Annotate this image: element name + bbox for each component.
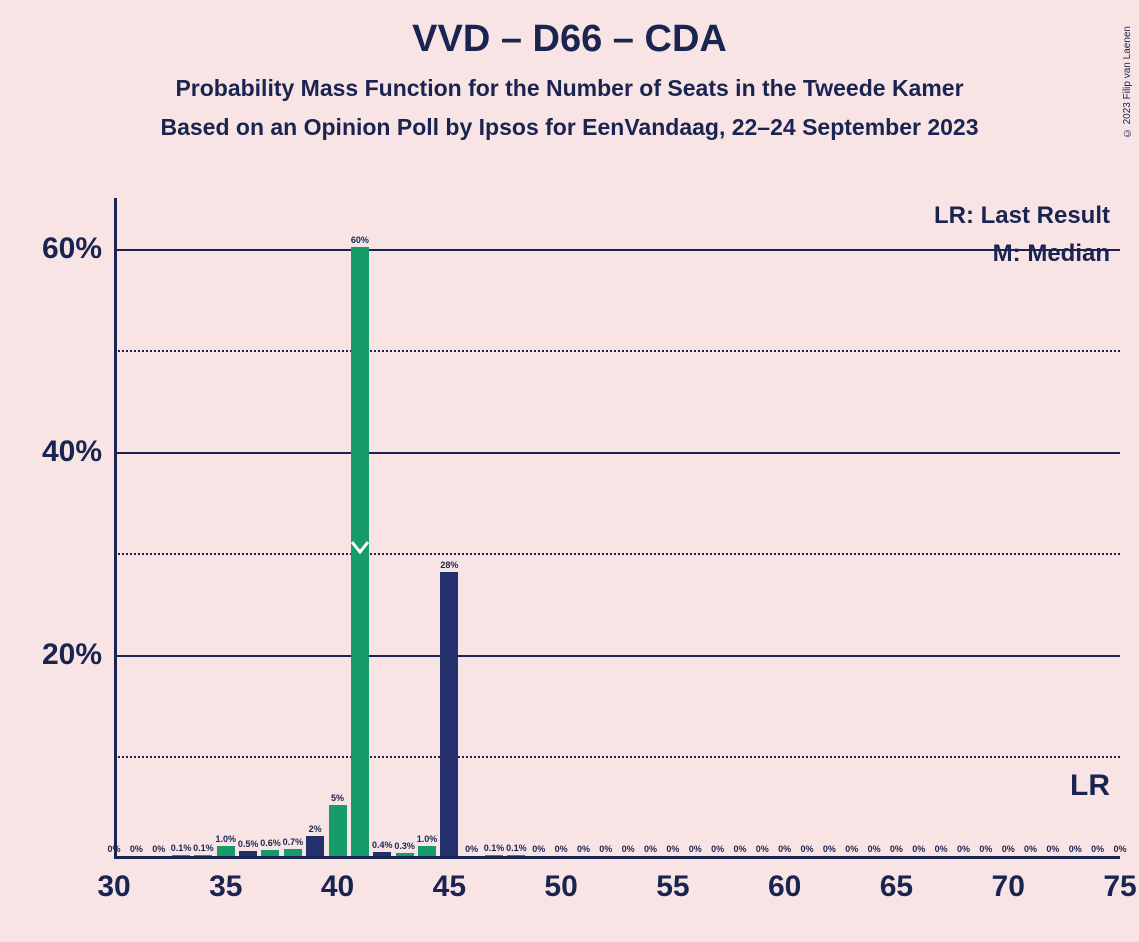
bar-value-label: 0% xyxy=(756,844,769,854)
bar xyxy=(194,855,212,856)
bar-value-label: 0% xyxy=(957,844,970,854)
bar-value-label: 0.1% xyxy=(484,843,505,853)
copyright-text: © 2023 Filip van Laenen xyxy=(1122,26,1133,138)
x-tick-label: 35 xyxy=(209,870,242,904)
bar xyxy=(440,572,458,856)
y-tick-label: 40% xyxy=(12,435,102,469)
gridline-major xyxy=(114,452,1120,454)
gridline-major xyxy=(114,655,1120,657)
bar-value-label: 0% xyxy=(801,844,814,854)
chart-subtitle: Probability Mass Function for the Number… xyxy=(0,75,1139,102)
bar xyxy=(261,850,279,856)
bar-value-label: 0% xyxy=(1113,844,1126,854)
bar-value-label: 0% xyxy=(733,844,746,854)
bar-value-label: 0% xyxy=(1002,844,1015,854)
x-tick-label: 75 xyxy=(1103,870,1136,904)
x-tick-label: 55 xyxy=(656,870,689,904)
bar-value-label: 0% xyxy=(644,844,657,854)
bar-value-label: 0% xyxy=(666,844,679,854)
x-tick-label: 65 xyxy=(880,870,913,904)
bar-value-label: 1.0% xyxy=(417,834,438,844)
bar-value-label: 0% xyxy=(1024,844,1037,854)
x-tick-label: 60 xyxy=(768,870,801,904)
bar-value-label: 0% xyxy=(1046,844,1059,854)
bar xyxy=(172,855,190,856)
bar-value-label: 0% xyxy=(622,844,635,854)
bar-value-label: 0.1% xyxy=(171,843,192,853)
bar xyxy=(485,855,503,856)
gridline-major xyxy=(114,249,1120,251)
bar-value-label: 0% xyxy=(107,844,120,854)
bar xyxy=(329,805,347,856)
gridline-minor xyxy=(114,553,1120,555)
bar-value-label: 0% xyxy=(1091,844,1104,854)
x-tick-label: 30 xyxy=(97,870,130,904)
x-axis-line xyxy=(114,856,1120,859)
bar-value-label: 0% xyxy=(599,844,612,854)
bar-value-label: 0% xyxy=(465,844,478,854)
bar-value-label: 60% xyxy=(351,235,369,245)
bar-value-label: 0% xyxy=(555,844,568,854)
chart-subtitle-2: Based on an Opinion Poll by Ipsos for Ee… xyxy=(0,114,1139,141)
lr-indicator: LR xyxy=(1070,769,1110,803)
x-tick-label: 50 xyxy=(544,870,577,904)
bar-value-label: 0.7% xyxy=(283,837,304,847)
bar-value-label: 0% xyxy=(778,844,791,854)
y-axis-line xyxy=(114,198,117,858)
bar-value-label: 0% xyxy=(532,844,545,854)
chart-title: VVD – D66 – CDA xyxy=(0,18,1139,61)
bar xyxy=(284,849,302,856)
bar xyxy=(507,855,525,856)
bar xyxy=(351,247,369,856)
legend-lr: LR: Last Result xyxy=(934,202,1110,230)
bar-value-label: 0.1% xyxy=(506,843,527,853)
bar-value-label: 0.4% xyxy=(372,840,393,850)
bar-value-label: 0% xyxy=(912,844,925,854)
bar-value-label: 0% xyxy=(711,844,724,854)
bar-value-label: 0% xyxy=(1069,844,1082,854)
bar-value-label: 0% xyxy=(979,844,992,854)
legend-m: M: Median xyxy=(993,240,1110,268)
bar-value-label: 5% xyxy=(331,793,344,803)
bar xyxy=(418,846,436,856)
bar-value-label: 0% xyxy=(689,844,702,854)
bar xyxy=(396,853,414,856)
y-tick-label: 60% xyxy=(12,232,102,266)
bar-value-label: 0% xyxy=(890,844,903,854)
chart-plot-area: 20%40%60%303540455055606570750%0%0%0.1%0… xyxy=(114,198,1120,858)
bar xyxy=(217,846,235,856)
bar-value-label: 0.3% xyxy=(394,841,415,851)
gridline-minor xyxy=(114,350,1120,352)
bar-value-label: 0% xyxy=(577,844,590,854)
bar-value-label: 0% xyxy=(868,844,881,854)
x-tick-label: 45 xyxy=(433,870,466,904)
bar-value-label: 0% xyxy=(823,844,836,854)
bar-value-label: 0.6% xyxy=(260,838,281,848)
bar xyxy=(239,851,257,856)
y-tick-label: 20% xyxy=(12,638,102,672)
bar-value-label: 0% xyxy=(130,844,143,854)
x-tick-label: 70 xyxy=(992,870,1025,904)
bar-value-label: 2% xyxy=(309,824,322,834)
bar-value-label: 0% xyxy=(152,844,165,854)
x-tick-label: 40 xyxy=(321,870,354,904)
gridline-minor xyxy=(114,756,1120,758)
bar-value-label: 0.1% xyxy=(193,843,214,853)
bar xyxy=(373,852,391,856)
bar-value-label: 0.5% xyxy=(238,839,259,849)
bar-value-label: 0% xyxy=(845,844,858,854)
bar-value-label: 1.0% xyxy=(216,834,237,844)
bar xyxy=(306,836,324,856)
bar-value-label: 28% xyxy=(440,560,458,570)
bar-value-label: 0% xyxy=(935,844,948,854)
